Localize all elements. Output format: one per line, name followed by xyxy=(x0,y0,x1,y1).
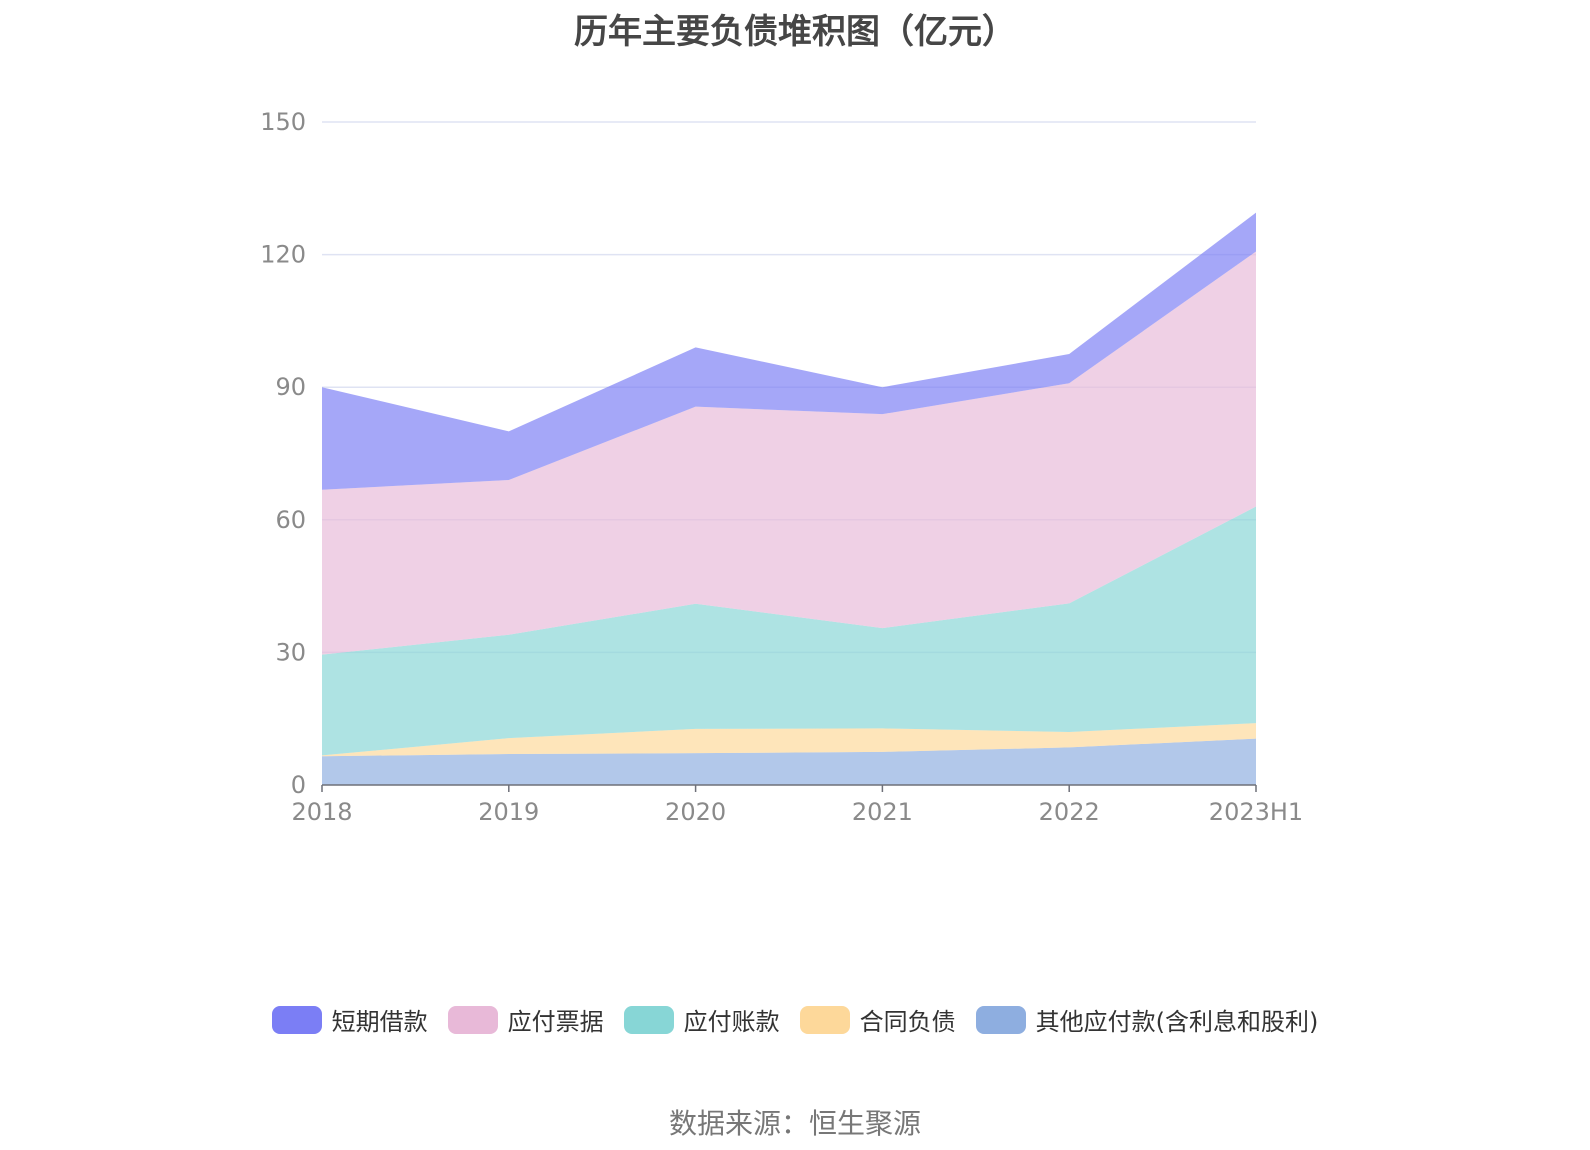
y-tick-label: 150 xyxy=(260,108,306,136)
legend-label: 其他应付款(含利息和股利) xyxy=(1035,1008,1319,1036)
legend: 短期借款 应付票据 应付账款 合同负债 其他应付款(含利息和股利) xyxy=(0,1002,1590,1037)
area-series-4 xyxy=(322,212,1256,490)
legend-item[interactable]: 合同负债 xyxy=(799,1002,956,1037)
legend-item[interactable]: 应付票据 xyxy=(447,1002,604,1037)
legend-swatch xyxy=(447,1005,498,1034)
y-tick-label: 90 xyxy=(275,373,306,401)
area-series-2 xyxy=(322,506,1256,756)
x-tick-label: 2018 xyxy=(291,798,352,826)
x-tick-label: 2021 xyxy=(852,798,913,826)
area-series-0 xyxy=(322,738,1256,785)
y-tick-label: 30 xyxy=(275,638,306,666)
source-note: 数据来源：恒生聚源 xyxy=(668,1107,921,1140)
area-layer xyxy=(322,212,1256,785)
y-tick-label: 0 xyxy=(291,771,306,799)
legend-swatch xyxy=(271,1005,322,1034)
legend-swatch xyxy=(799,1005,850,1034)
x-tick-label: 2020 xyxy=(665,798,726,826)
legend-label: 应付票据 xyxy=(507,1008,604,1036)
area-series-1 xyxy=(322,723,1256,757)
legend-swatch xyxy=(975,1005,1026,1034)
legend-item[interactable]: 其他应付款(含利息和股利) xyxy=(975,1002,1319,1037)
legend-item[interactable]: 短期借款 xyxy=(271,1002,428,1037)
legend-item[interactable]: 应付账款 xyxy=(623,1002,780,1037)
x-tick-label: 2023H1 xyxy=(1209,798,1303,826)
x-tick-label: 2019 xyxy=(478,798,539,826)
x-tick-label: 2022 xyxy=(1039,798,1100,826)
legend-label: 合同负债 xyxy=(859,1008,956,1036)
axis-layer: 0 30 60 90 120 150 2018 2019 2020 2021 2022 2023H1 xyxy=(260,108,1303,826)
legend-label: 应付账款 xyxy=(683,1008,780,1036)
legend-swatch xyxy=(623,1005,674,1034)
legend-label: 短期借款 xyxy=(331,1008,428,1036)
chart-title: 历年主要负债堆积图（亿元） xyxy=(574,12,1016,52)
y-tick-label: 120 xyxy=(260,241,306,269)
y-tick-label: 60 xyxy=(275,506,306,534)
area-series-3 xyxy=(322,251,1256,655)
